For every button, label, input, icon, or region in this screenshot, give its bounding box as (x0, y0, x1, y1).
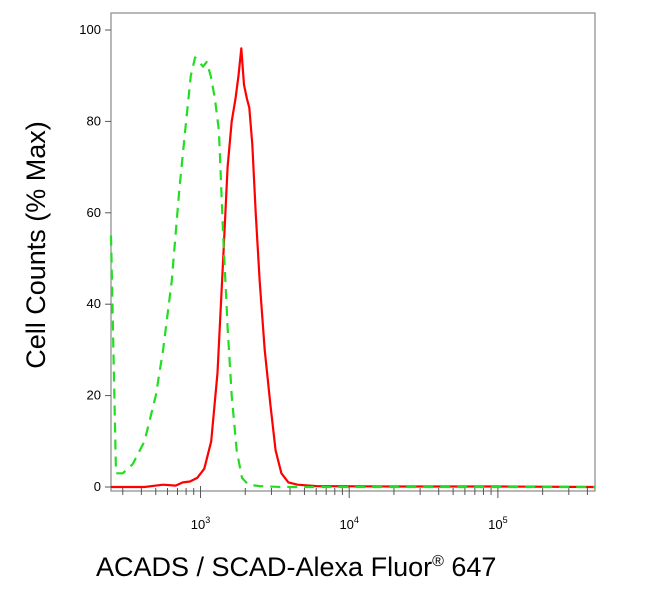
series-line-2 (109, 56, 595, 489)
y-tick-label: 40 (87, 296, 101, 311)
x-axis-title-superscript: ® (432, 553, 444, 570)
y-tick-label: 60 (87, 205, 101, 220)
x-tick-label: 103 (191, 515, 210, 532)
series-layer (109, 47, 596, 489)
plot-frame (110, 12, 596, 492)
x-axis-title: ACADS / SCAD-Alexa Fluor® 647 (96, 552, 496, 582)
y-tick-label: 80 (87, 113, 101, 128)
x-tick-label: 105 (488, 515, 507, 532)
y-tick-label: 20 (87, 388, 101, 403)
y-tick-label: 100 (79, 22, 101, 37)
x-tick-label: 104 (339, 515, 358, 532)
x-axis-title-main: ACADS / SCAD-Alexa Fluor (96, 552, 432, 582)
series-line-1 (111, 47, 596, 489)
y-axis-title: Cell Counts (% Max) (21, 121, 51, 369)
y-axis: 0 20 40 60 80 100 (79, 22, 111, 494)
x-axis-title-suffix: 647 (444, 552, 497, 582)
y-tick-label: 0 (94, 479, 101, 494)
x-axis: 103 104 105 (122, 486, 588, 532)
